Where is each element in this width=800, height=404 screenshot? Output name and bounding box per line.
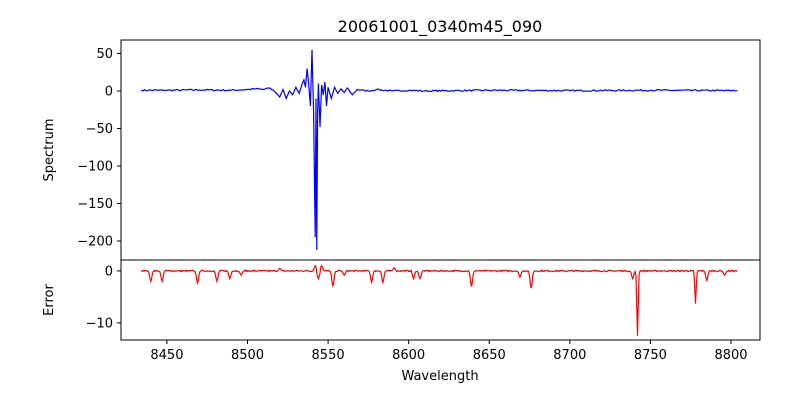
- axes-frame: [120, 39, 761, 261]
- spectrum-series-line: [140, 49, 738, 251]
- x-tick-label: 8550: [312, 348, 345, 363]
- y-tick-label: −10: [86, 316, 113, 331]
- axes-frame: [120, 259, 761, 341]
- y-tick-label: −200: [77, 235, 113, 250]
- chart-title: 20061001_0340m45_090: [338, 17, 543, 37]
- y-tick-label: −150: [77, 197, 113, 212]
- x-tick-label: 8800: [714, 348, 747, 363]
- x-tick-label: 8500: [231, 348, 264, 363]
- y-tick-label: 50: [96, 47, 113, 62]
- x-tick-label: 8750: [634, 348, 667, 363]
- y-tick-label: 0: [105, 85, 113, 100]
- x-axis-label: Wavelength: [401, 369, 478, 384]
- x-tick-label: 8700: [553, 348, 586, 363]
- y-axis-label-error: Error: [42, 284, 57, 316]
- x-tick-label: 8650: [473, 348, 506, 363]
- y-tick-label: −100: [77, 160, 113, 175]
- x-tick-label: 8600: [392, 348, 425, 363]
- y-tick-label: −50: [86, 122, 113, 137]
- error-series-line: [140, 264, 738, 336]
- y-axis-label-spectrum: Spectrum: [42, 119, 57, 182]
- x-tick-label: 8450: [150, 348, 183, 363]
- y-tick-label: 0: [105, 264, 113, 279]
